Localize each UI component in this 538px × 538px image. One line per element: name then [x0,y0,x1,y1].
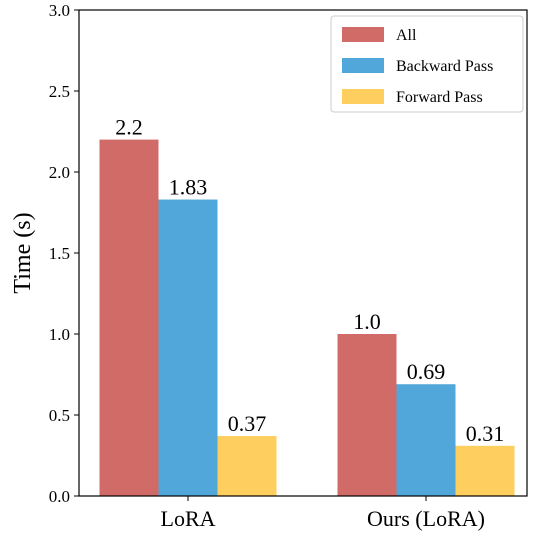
y-tick-label: 2.5 [49,82,70,101]
bar-value-label: 0.37 [228,411,267,436]
y-tick-label: 0.5 [49,406,70,425]
bar-value-label: 2.2 [115,115,143,140]
x-axis-ticks: LoRA Ours (LoRA) [161,496,485,531]
bars-group [99,139,515,497]
bar-forward-pass [217,436,277,496]
bar-backward-pass [158,199,218,497]
legend-swatch [342,58,384,73]
bar-value-label: 0.31 [466,421,505,446]
legend-label: Backward Pass [396,58,493,75]
bar-backward-pass [396,384,456,496]
bar-value-label: 0.69 [407,359,446,384]
y-axis-ticks: 0.0 0.5 1.0 1.5 2.0 2.5 3.0 [49,1,79,506]
y-tick-label: 1.5 [49,244,70,263]
legend-swatch [342,89,384,104]
bar-all [337,334,397,496]
bar-value-label: 1.0 [353,309,381,334]
y-axis-title: Time (s) [10,212,36,293]
y-tick-label: 0.0 [49,487,70,506]
bar-forward-pass [455,445,515,496]
y-tick-label: 3.0 [49,1,70,20]
legend-swatch [342,27,384,42]
x-tick-label: Ours (LoRA) [367,506,485,531]
legend: All Backward Pass Forward Pass [330,15,524,113]
bar-value-label: 1.83 [169,175,208,200]
bar-all [99,139,159,496]
legend-label: All [396,27,417,44]
data-labels-group: 2.2 1.83 0.37 1.0 0.69 0.31 [115,115,504,446]
plot-frame [78,9,528,497]
x-tick-label: LoRA [161,506,216,531]
y-tick-label: 1.0 [49,325,70,344]
legend-label: Forward Pass [396,89,483,106]
y-tick-label: 2.0 [49,163,70,182]
